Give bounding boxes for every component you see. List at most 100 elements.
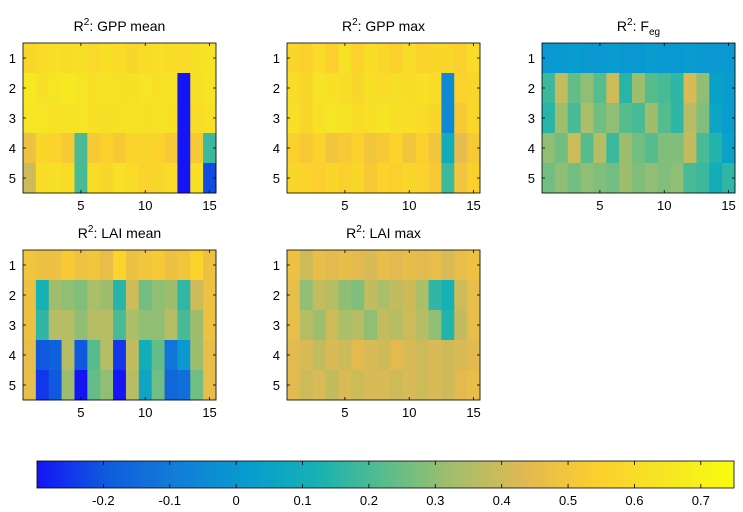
- heatmap-cell: [23, 163, 37, 194]
- heatmap-cell: [287, 73, 301, 104]
- heatmap-cell: [670, 133, 684, 164]
- heatmap-cell: [299, 103, 314, 134]
- heatmap-cell: [364, 340, 378, 371]
- heatmap-cell: [312, 310, 326, 341]
- heatmap-cell: [287, 280, 301, 311]
- y-tick-label: 1: [9, 258, 16, 273]
- heatmap-cell: [619, 43, 633, 74]
- heatmap-cell: [325, 103, 339, 134]
- heatmap-cell: [644, 133, 659, 164]
- heatmap-cell: [709, 43, 723, 74]
- heatmap-cell: [722, 43, 736, 74]
- heatmap-cell: [351, 163, 365, 194]
- y-tick-label: 4: [9, 348, 16, 363]
- heatmap-cell: [138, 43, 153, 74]
- heatmap-cell: [61, 280, 75, 311]
- heatmap-cell: [100, 103, 114, 134]
- heatmap-cell: [567, 73, 581, 104]
- heatmap-cell: [299, 163, 314, 194]
- heatmap-cell: [113, 370, 127, 401]
- heatmap-cell: [164, 370, 178, 401]
- heatmap-cell: [164, 250, 178, 281]
- heatmap-cell: [554, 43, 569, 74]
- heatmap-cell: [683, 73, 697, 104]
- heatmap-cell: [467, 340, 481, 371]
- heatmap-cell: [554, 133, 569, 164]
- heatmap-cell: [100, 73, 114, 104]
- colorbar-tick-label: 0: [233, 493, 240, 508]
- colorbar-tick-label: 0.2: [360, 493, 378, 508]
- heatmap-cell: [567, 163, 581, 194]
- heatmap-cell: [441, 133, 455, 164]
- heatmap-cell: [644, 103, 659, 134]
- heatmap-cell: [351, 133, 365, 164]
- heatmap-cell: [454, 370, 468, 401]
- heatmap-cell: [203, 103, 217, 134]
- heatmap-cell: [48, 250, 62, 281]
- heatmap-cell: [670, 73, 684, 104]
- heatmap-cell: [74, 133, 88, 164]
- heatmap-cell: [554, 73, 569, 104]
- heatmap-cell: [100, 250, 114, 281]
- x-tick-label: 5: [77, 405, 84, 420]
- x-tick-label: 10: [657, 198, 671, 213]
- x-tick-label: 5: [341, 198, 348, 213]
- heatmap-cell: [100, 310, 114, 341]
- heatmap-cell: [632, 43, 646, 74]
- heatmap-cell: [48, 73, 62, 104]
- heatmap-cell: [74, 280, 88, 311]
- heatmap-cell: [402, 73, 417, 104]
- y-tick-label: 3: [273, 318, 280, 333]
- heatmap-cell: [113, 73, 127, 104]
- y-tick-label: 1: [273, 51, 280, 66]
- heatmap-cell: [542, 73, 556, 104]
- heatmap-cell: [113, 250, 127, 281]
- heatmap-cell: [312, 133, 326, 164]
- heatmap-cell: [87, 340, 101, 371]
- heatmap-cell: [164, 340, 178, 371]
- heatmap-cell: [100, 163, 114, 194]
- heatmap-cell: [203, 163, 217, 194]
- heatmap-cell: [35, 133, 50, 164]
- heatmap-cell: [606, 73, 620, 104]
- heatmap-cell: [670, 163, 684, 194]
- heatmap-cell: [377, 103, 391, 134]
- heatmap-cell: [670, 103, 684, 134]
- heatmap-cell: [125, 133, 140, 164]
- heatmap-cell: [138, 340, 153, 371]
- heatmap-cell: [125, 340, 140, 371]
- heatmap-cell: [125, 73, 140, 104]
- heatmap-cell: [402, 280, 417, 311]
- heatmap-cell: [325, 250, 339, 281]
- heatmap-cell: [415, 250, 429, 281]
- heatmap-cell: [312, 280, 326, 311]
- y-tick-label: 5: [9, 171, 16, 186]
- x-tick-label: 10: [138, 198, 152, 213]
- heatmap-cell: [632, 73, 646, 104]
- y-tick-label: 4: [528, 141, 535, 156]
- heatmap-cell: [428, 250, 442, 281]
- heatmap-cell: [441, 340, 455, 371]
- heatmap-cell: [593, 43, 607, 74]
- heatmap-panel-3: 1 2 3 4 5 5 10 15 R2: Feg: [528, 17, 736, 213]
- heatmap-cell: [467, 310, 481, 341]
- heatmap-cell: [125, 163, 140, 194]
- y-tick-label: 5: [273, 171, 280, 186]
- heatmap-cell: [402, 370, 417, 401]
- y-tick-label: 2: [9, 81, 16, 96]
- heatmap-cell: [389, 163, 404, 194]
- heatmap-cell: [722, 133, 736, 164]
- panel-title: R2: GPP max: [342, 17, 425, 34]
- heatmap-cell: [325, 43, 339, 74]
- heatmap-cell: [567, 133, 581, 164]
- x-tick-label: 5: [341, 405, 348, 420]
- heatmap-cell: [657, 103, 672, 134]
- heatmap-cell: [23, 310, 37, 341]
- heatmap-cell: [23, 280, 37, 311]
- heatmap-cell: [125, 370, 140, 401]
- heatmap-cell: [428, 133, 442, 164]
- heatmap-cell: [177, 280, 191, 311]
- heatmap-cell: [364, 250, 378, 281]
- heatmap-cell: [287, 250, 301, 281]
- heatmap-cell: [683, 43, 697, 74]
